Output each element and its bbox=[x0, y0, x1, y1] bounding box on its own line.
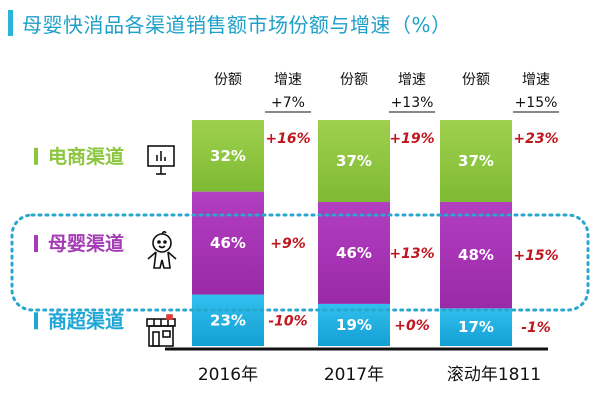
bar-segment bbox=[440, 201, 512, 309]
share-header: 份额 bbox=[214, 72, 242, 88]
growth-rate-label: +0% bbox=[394, 318, 430, 334]
bar-segment bbox=[192, 294, 264, 346]
growth-rate-label: +23% bbox=[513, 131, 558, 147]
bar-value-label: 37% bbox=[336, 152, 372, 170]
channel-marker bbox=[34, 312, 38, 330]
presentation-board-icon bbox=[147, 145, 175, 175]
growth-rate-label: -1% bbox=[521, 320, 551, 336]
bar-value-label: 23% bbox=[210, 311, 246, 329]
bar-segment bbox=[318, 201, 390, 304]
bar-value-label: 46% bbox=[336, 244, 372, 262]
chart-title: 母婴快消品各渠道销售额市场份额与增速（%） bbox=[22, 13, 452, 37]
total-growth-label: +7% bbox=[271, 95, 305, 111]
growth-header: 增速 bbox=[522, 72, 550, 88]
bar-value-label: 17% bbox=[458, 318, 494, 336]
growth-rate-label: +19% bbox=[389, 131, 434, 147]
total-growth-label: +13% bbox=[391, 95, 434, 111]
bar-value-label: 19% bbox=[336, 316, 372, 334]
channel-marker bbox=[34, 147, 38, 165]
bar-segment bbox=[318, 120, 390, 202]
bar-segment bbox=[440, 308, 512, 346]
growth-rate-label: +9% bbox=[270, 236, 306, 252]
bar-value-label: 32% bbox=[210, 147, 246, 165]
bar-value-label: 37% bbox=[458, 152, 494, 170]
bar-value-label: 46% bbox=[210, 234, 246, 252]
growth-rate-label: -10% bbox=[268, 313, 307, 329]
growth-rate-label: +15% bbox=[513, 248, 558, 264]
store-icon bbox=[146, 314, 176, 347]
bar-segment bbox=[192, 120, 264, 192]
baby-icon bbox=[147, 230, 177, 269]
x-tick-label: 2017年 bbox=[324, 365, 384, 385]
bar-value-label: 48% bbox=[458, 246, 494, 264]
growth-rate-label: +13% bbox=[389, 246, 434, 262]
share-header: 份额 bbox=[462, 72, 490, 88]
bar-segment bbox=[440, 120, 512, 202]
baby-channel-highlight-box bbox=[10, 213, 590, 312]
growth-header: 增速 bbox=[274, 72, 302, 88]
title-accent-bar bbox=[8, 10, 13, 36]
channel-label: 母婴渠道 bbox=[48, 232, 124, 255]
x-tick-label: 2016年 bbox=[198, 365, 258, 385]
share-header: 份额 bbox=[340, 72, 368, 88]
channel-label: 电商渠道 bbox=[48, 145, 124, 168]
channel-marker bbox=[34, 235, 38, 253]
growth-rate-label: +16% bbox=[265, 131, 310, 147]
channel-label: 商超渠道 bbox=[48, 309, 124, 332]
growth-header: 增速 bbox=[398, 72, 426, 88]
x-tick-label: 滚动年1811 bbox=[447, 365, 541, 385]
total-growth-label: +15% bbox=[515, 95, 558, 111]
bar-segment bbox=[192, 191, 264, 295]
